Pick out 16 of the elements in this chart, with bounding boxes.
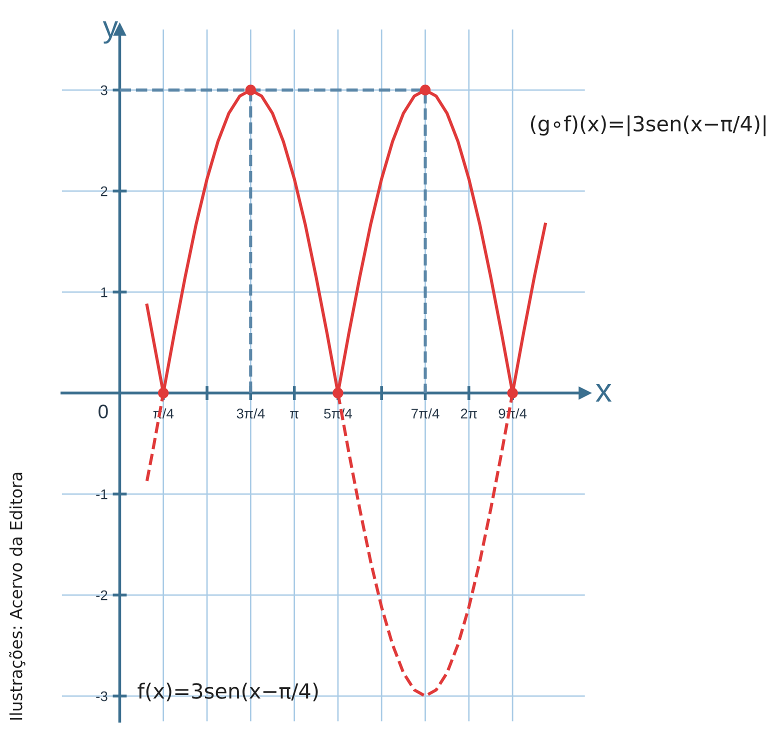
y-tick-label: -2 — [96, 590, 108, 600]
x-tick-label: 3π/4 — [236, 408, 265, 419]
y-tick-label: 3 — [100, 85, 108, 96]
annotation: (g∘f)(x)=|3sen(x−π/4)| — [530, 115, 766, 136]
y-tick-label: -1 — [96, 490, 108, 500]
y-tick-label: -3 — [96, 691, 108, 702]
text: Ilustrações: Acervo da Editora — [9, 472, 26, 720]
y-tick-label: 2 — [100, 186, 108, 196]
y-tick-label: 1 — [101, 288, 108, 298]
x-tick-label: 7π/4 — [412, 408, 440, 419]
annotation: 0 — [98, 404, 108, 418]
x-tick-label: π — [290, 411, 299, 419]
annotation: f(x)=3sen(x−π/4) — [138, 682, 318, 702]
x-axis-title: x — [596, 384, 612, 402]
x-tick-label: 2π — [460, 408, 477, 419]
y-axis-title: y — [102, 21, 118, 44]
